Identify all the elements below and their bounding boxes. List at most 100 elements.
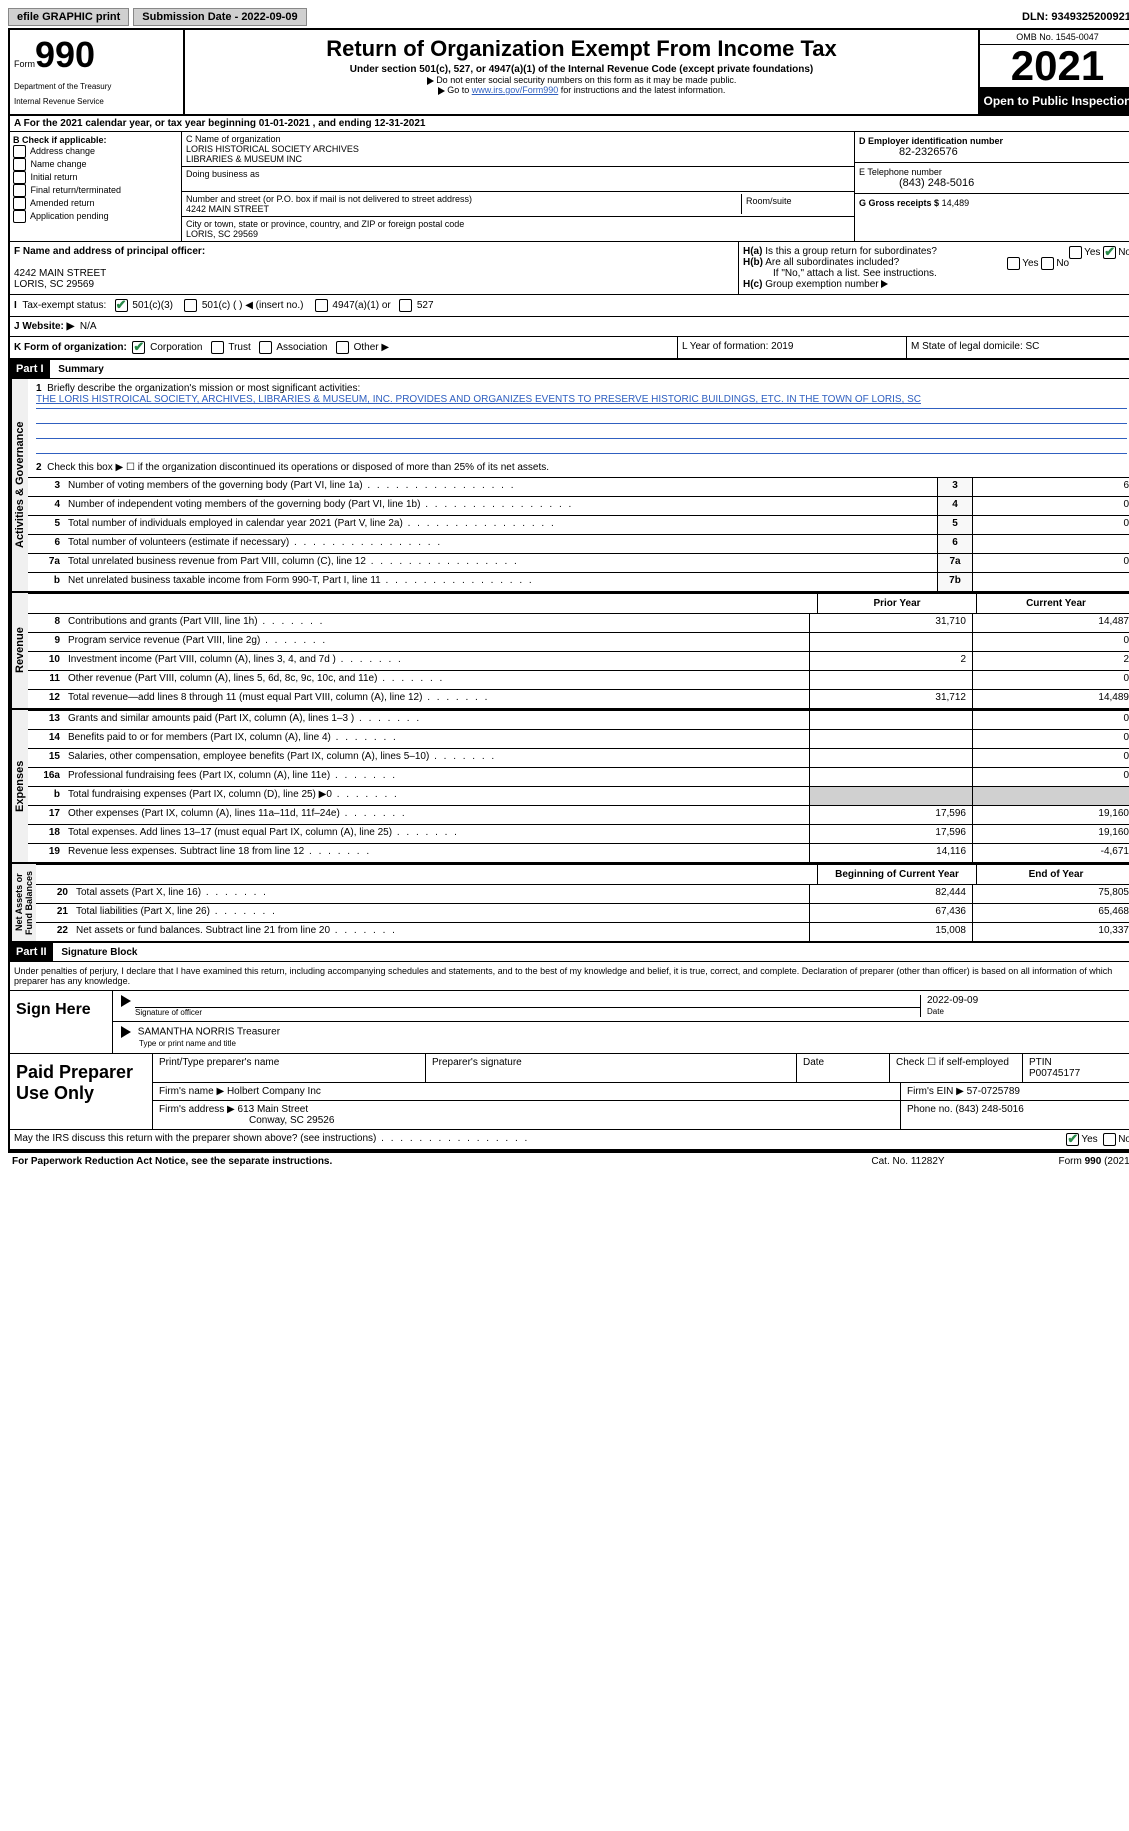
q1-label: Briefly describe the organization's miss… (47, 383, 360, 394)
sig-date: 2022-09-09 (927, 995, 978, 1006)
data-line: 20 Total assets (Part X, line 16) 82,444… (36, 884, 1129, 903)
irs-label: Internal Revenue Service (14, 97, 179, 106)
firm-phone: (843) 248-5016 (955, 1104, 1023, 1115)
trust-checkbox[interactable] (211, 341, 224, 354)
pra-notice: For Paperwork Reduction Act Notice, see … (12, 1156, 332, 1167)
data-line: 19 Revenue less expenses. Subtract line … (28, 843, 1129, 862)
discuss-yes[interactable] (1066, 1133, 1079, 1146)
part1-header: Part I (10, 360, 50, 378)
section-j: J Website: ▶ N/A (10, 317, 1129, 337)
data-line: 21 Total liabilities (Part X, line 26) 6… (36, 903, 1129, 922)
form-footer: Form 990 (2021) (983, 1156, 1129, 1167)
data-line: 16a Professional fundraising fees (Part … (28, 767, 1129, 786)
year-formation: L Year of formation: 2019 (677, 337, 906, 358)
corp-checkbox[interactable] (132, 341, 145, 354)
amended-checkbox[interactable] (13, 197, 26, 210)
side-governance: Activities & Governance (10, 379, 28, 591)
cat-no: Cat. No. 11282Y (833, 1156, 983, 1167)
tax-year: 2021 (980, 45, 1129, 88)
section-c: C Name of organization LORIS HISTORICAL … (182, 132, 854, 241)
gov-line: 6 Total number of volunteers (estimate i… (28, 534, 1129, 553)
initial-return-checkbox[interactable] (13, 171, 26, 184)
website-val: N/A (80, 321, 97, 332)
state-domicile: M State of legal domicile: SC (906, 337, 1129, 358)
sign-here-label: Sign Here (10, 991, 113, 1053)
form-title: Return of Organization Exempt From Incom… (189, 36, 974, 62)
side-revenue: Revenue (10, 593, 28, 708)
telephone: (843) 248-5016 (859, 177, 1129, 189)
q2-label: Check this box ▶ ☐ if the organization d… (47, 462, 549, 473)
data-line: b Total fundraising expenses (Part IX, c… (28, 786, 1129, 805)
data-line: 9 Program service revenue (Part VIII, li… (28, 632, 1129, 651)
data-line: 12 Total revenue—add lines 8 through 11 … (28, 689, 1129, 708)
dept-treasury: Department of the Treasury (14, 82, 179, 91)
street-address: 4242 MAIN STREET (186, 204, 269, 214)
part1-title: Summary (52, 364, 104, 375)
data-line: 11 Other revenue (Part VIII, column (A),… (28, 670, 1129, 689)
part2-title: Signature Block (55, 947, 137, 958)
data-line: 22 Net assets or fund balances. Subtract… (36, 922, 1129, 941)
firm-name: Holbert Company Inc (227, 1086, 321, 1097)
final-return-checkbox[interactable] (13, 184, 26, 197)
form-number: 990 (35, 34, 95, 75)
form-subtitle: Under section 501(c), 527, or 4947(a)(1)… (189, 64, 974, 75)
gov-line: b Net unrelated business taxable income … (28, 572, 1129, 591)
side-netassets: Net Assets orFund Balances (10, 864, 36, 941)
dln: DLN: 93493252009212 (1022, 11, 1129, 23)
data-line: 8 Contributions and grants (Part VIII, l… (28, 613, 1129, 632)
section-f: F Name and address of principal officer:… (10, 242, 739, 294)
submission-date: Submission Date - 2022-09-09 (133, 8, 306, 26)
data-line: 14 Benefits paid to or for members (Part… (28, 729, 1129, 748)
col-current: Current Year (976, 594, 1129, 613)
col-prior: Prior Year (817, 594, 976, 613)
hb-yes[interactable] (1007, 257, 1020, 270)
mission-text: THE LORIS HISTROICAL SOCIETY, ARCHIVES, … (36, 394, 1127, 409)
officer-name: SAMANTHA NORRIS Treasurer (138, 1027, 280, 1038)
form-prefix: Form (14, 59, 35, 69)
data-line: 13 Grants and similar amounts paid (Part… (28, 710, 1129, 729)
col-begin: Beginning of Current Year (817, 865, 976, 884)
other-checkbox[interactable] (336, 341, 349, 354)
gov-line: 7a Total unrelated business revenue from… (28, 553, 1129, 572)
hb-no[interactable] (1041, 257, 1054, 270)
app-pending-checkbox[interactable] (13, 210, 26, 223)
addr-change-checkbox[interactable] (13, 145, 26, 158)
city-state-zip: LORIS, SC 29569 (186, 229, 258, 239)
part2-header: Part II (10, 943, 53, 961)
section-h: H(a) Is this a group return for subordin… (739, 242, 1129, 294)
gov-line: 4 Number of independent voting members o… (28, 496, 1129, 515)
arrow-icon (121, 995, 131, 1007)
gross-receipts: 14,489 (942, 198, 970, 208)
ein: 82-2326576 (859, 146, 1129, 158)
firm-ein: 57-0725789 (967, 1086, 1020, 1097)
top-bar: efile GRAPHIC print Submission Date - 20… (8, 8, 1129, 26)
ha-no[interactable] (1103, 246, 1116, 259)
ha-yes[interactable] (1069, 246, 1082, 259)
side-expenses: Expenses (10, 710, 28, 862)
section-b: B Check if applicable: Address change Na… (10, 132, 182, 241)
discuss-question: May the IRS discuss this return with the… (14, 1133, 376, 1144)
section-i: I Tax-exempt status: 501(c)(3) 501(c) ( … (10, 295, 1129, 317)
501c3-checkbox[interactable] (115, 299, 128, 312)
gov-line: 5 Total number of individuals employed i… (28, 515, 1129, 534)
data-line: 18 Total expenses. Add lines 13–17 (must… (28, 824, 1129, 843)
4947-checkbox[interactable] (315, 299, 328, 312)
section-d: D Employer identification number82-23265… (854, 132, 1129, 241)
open-inspection: Open to Public Inspection (980, 88, 1129, 114)
501c-checkbox[interactable] (184, 299, 197, 312)
col-end: End of Year (976, 865, 1129, 884)
arrow-icon (121, 1026, 131, 1038)
form-header: Form990 Department of the Treasury Inter… (10, 30, 1129, 116)
declaration-text: Under penalties of perjury, I declare th… (10, 962, 1129, 990)
irs-link[interactable]: www.irs.gov/Form990 (472, 85, 559, 95)
data-line: 17 Other expenses (Part IX, column (A), … (28, 805, 1129, 824)
data-line: 15 Salaries, other compensation, employe… (28, 748, 1129, 767)
assoc-checkbox[interactable] (259, 341, 272, 354)
org-name-1: LORIS HISTORICAL SOCIETY ARCHIVES (186, 144, 359, 154)
name-change-checkbox[interactable] (13, 158, 26, 171)
gov-line: 3 Number of voting members of the govern… (28, 477, 1129, 496)
efile-button[interactable]: efile GRAPHIC print (8, 8, 129, 26)
discuss-no[interactable] (1103, 1133, 1116, 1146)
527-checkbox[interactable] (399, 299, 412, 312)
period-row: A For the 2021 calendar year, or tax yea… (10, 116, 1129, 132)
